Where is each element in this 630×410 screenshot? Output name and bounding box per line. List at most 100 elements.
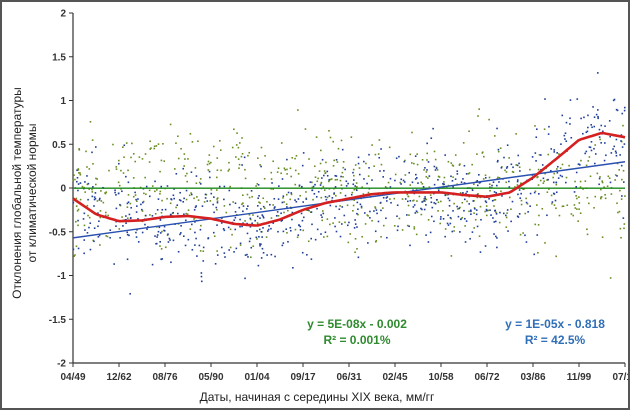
blue-scatter-point: [416, 177, 418, 179]
green-scatter-point: [433, 150, 436, 153]
green-scatter-point: [342, 161, 345, 163]
green-scatter-point: [139, 186, 142, 189]
x-axis-label: Даты, начиная с середины XIX века, мм/гг: [199, 390, 435, 404]
blue-scatter-point: [317, 190, 320, 193]
blue-scatter-point: [175, 172, 178, 175]
blue-scatter-point: [134, 191, 136, 194]
blue-scatter-point: [424, 196, 426, 198]
green-scatter-point: [574, 207, 577, 209]
blue-scatter-point: [534, 152, 537, 154]
blue-scatter-point: [76, 180, 78, 183]
green-scatter-point: [425, 175, 428, 178]
blue-scatter-point: [220, 222, 223, 224]
green-scatter-point: [619, 227, 622, 230]
blue-scatter-point: [344, 168, 346, 171]
green-scatter-point: [416, 211, 419, 214]
green-scatter-point: [373, 165, 375, 167]
blue-scatter-point: [444, 235, 446, 238]
blue-scatter-point: [380, 148, 382, 150]
green-scatter-point: [186, 213, 189, 215]
blue-scatter-point: [491, 199, 494, 202]
blue-scatter-point: [223, 229, 226, 232]
blue-scatter-point: [575, 171, 578, 174]
blue-scatter-point: [156, 234, 159, 236]
green-scatter-point: [550, 194, 553, 197]
green-scatter-point: [159, 193, 161, 195]
green-scatter-point: [216, 200, 219, 202]
blue-scatter-point: [195, 175, 198, 177]
blue-scatter-point: [462, 178, 464, 180]
green-scatter-point: [143, 192, 145, 195]
green-scatter-point: [601, 180, 603, 182]
blue-scatter-point: [331, 197, 334, 199]
green-scatter-point: [409, 184, 412, 186]
blue-scatter-point: [529, 205, 531, 207]
green-scatter-point: [618, 169, 620, 171]
blue-scatter-point: [347, 182, 349, 185]
green-scatter-point: [537, 224, 540, 226]
y-tick-label: 0: [60, 184, 66, 195]
green-scatter-point: [346, 204, 349, 207]
green-scatter-point: [321, 210, 324, 212]
green-scatter-point: [446, 194, 448, 196]
blue-scatter-point: [493, 191, 496, 193]
green-scatter-point: [476, 196, 479, 199]
green-scatter-point: [332, 140, 335, 143]
blue-scatter-point: [144, 214, 147, 217]
blue-scatter-point: [239, 225, 241, 228]
green-scatter-point: [313, 165, 316, 168]
green-scatter-point: [574, 180, 576, 183]
blue-scatter-point: [310, 258, 313, 260]
blue-scatter-point: [184, 244, 187, 247]
blue-scatter-point: [600, 124, 603, 127]
blue-scatter-point: [282, 195, 285, 197]
blue-scatter-point: [185, 219, 187, 222]
green-scatter-point: [157, 143, 160, 145]
green-scatter-point: [210, 161, 212, 164]
blue-scatter-point: [274, 206, 276, 208]
green-scatter-point: [453, 202, 455, 205]
green-scatter-point: [295, 154, 298, 157]
green-scatter-point: [332, 165, 335, 167]
green-scatter-point: [210, 188, 213, 191]
green-scatter-point: [161, 230, 163, 233]
green-scatter-point: [248, 151, 251, 154]
blue-scatter-point: [314, 183, 316, 186]
green-scatter-point: [524, 212, 527, 215]
green-scatter-point: [272, 188, 275, 190]
blue-scatter-point: [235, 247, 238, 250]
green-scatter-point: [427, 177, 429, 179]
blue-scatter-point: [621, 146, 624, 148]
blue-scatter-point: [357, 208, 359, 211]
green-scatter-point: [437, 210, 439, 212]
blue-scatter-point: [561, 175, 564, 178]
green-scatter-point: [339, 179, 342, 182]
blue-scatter-point: [172, 211, 174, 214]
green-scatter-point: [354, 251, 356, 254]
blue-scatter-point: [195, 205, 198, 207]
blue-scatter-point: [222, 228, 225, 230]
green-scatter-point: [199, 178, 202, 180]
green-scatter-point: [169, 202, 172, 205]
blue-scatter-point: [380, 209, 382, 212]
blue-scatter-point: [99, 197, 101, 200]
green-scatter-point: [493, 135, 496, 137]
blue-scatter-point: [465, 192, 467, 195]
blue-scatter-point: [137, 218, 139, 220]
green-scatter-point: [515, 164, 518, 166]
blue-scatter-point: [386, 196, 389, 198]
blue-scatter-point: [476, 193, 479, 196]
green-scatter-point: [155, 145, 158, 147]
blue-scatter-point: [94, 192, 97, 194]
blue-scatter-point: [586, 130, 589, 133]
blue-scatter-point: [328, 195, 331, 197]
blue-scatter-point: [559, 174, 562, 177]
green-scatter-point: [244, 220, 246, 222]
blue-scatter-point: [311, 223, 313, 226]
blue-scatter-point: [234, 216, 237, 219]
green-scatter-point: [132, 177, 135, 179]
green-scatter-point: [609, 277, 612, 279]
blue-scatter-point: [620, 134, 623, 136]
blue-scatter-point: [335, 175, 338, 177]
blue-scatter-point: [353, 227, 356, 229]
